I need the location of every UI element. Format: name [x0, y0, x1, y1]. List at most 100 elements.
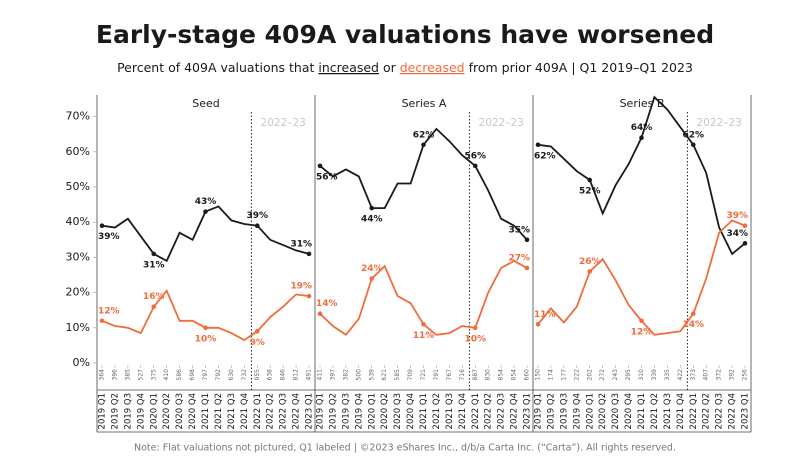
- chart-title: Early-stage 409A valuations have worsene…: [96, 20, 714, 49]
- sample-size: 243: [612, 369, 619, 381]
- data-label: 14%: [682, 320, 704, 330]
- sample-size: 256: [742, 369, 749, 381]
- sample-size: 491: [306, 369, 313, 381]
- x-tick-label: 2020 Q4: [624, 393, 634, 429]
- x-tick-label: 2022 Q4: [292, 393, 302, 429]
- x-tick-label: 2020 Q1: [149, 393, 159, 429]
- x-tick-label: 2019 Q3: [341, 393, 351, 429]
- x-tick-label: 2019 Q1: [316, 393, 326, 429]
- x-tick-label: 2020 Q3: [175, 393, 185, 429]
- y-tick-label: 40%: [66, 215, 90, 228]
- point-marker: [742, 223, 748, 229]
- x-tick-label: 2021 Q3: [445, 393, 455, 429]
- data-label: 10%: [195, 334, 217, 344]
- point-marker: [587, 269, 593, 274]
- x-tick-label: 2019 Q4: [572, 393, 582, 429]
- sample-size: 660: [524, 369, 531, 381]
- subtitle-text: Percent of 409A valuations that: [117, 60, 318, 75]
- sample-size: 392: [729, 369, 736, 381]
- x-tick-label: 2019 Q3: [123, 393, 133, 429]
- point-marker: [421, 321, 426, 327]
- x-tick-label: 2022 Q2: [702, 393, 712, 429]
- data-label: 27%: [508, 253, 530, 263]
- point-marker: [317, 311, 323, 317]
- period-annotation: 2022–23: [697, 117, 742, 129]
- data-label: 10%: [464, 334, 486, 344]
- x-tick-label: 2019 Q2: [328, 393, 338, 429]
- x-tick-label: 2020 Q1: [585, 393, 595, 429]
- x-tick-label: 2019 Q4: [136, 393, 146, 429]
- sample-size: 335: [664, 369, 671, 381]
- x-tick-label: 2022 Q3: [279, 393, 289, 429]
- x-tick-label: 2019 Q2: [110, 393, 120, 429]
- sample-size: 797: [202, 369, 209, 381]
- sample-size: 846: [280, 369, 287, 381]
- x-tick-label: 2022 Q3: [497, 393, 507, 429]
- panel-title: Seed: [192, 97, 220, 110]
- point-marker: [690, 311, 696, 317]
- sample-size: 500: [355, 369, 362, 381]
- x-tick-label: 2020 Q2: [162, 393, 172, 429]
- point-marker: [639, 135, 644, 141]
- y-tick-label: 30%: [66, 250, 90, 263]
- data-label: 11%: [534, 310, 556, 320]
- data-label: 31%: [290, 239, 312, 249]
- sample-size: 830: [485, 369, 492, 381]
- x-tick-label: 2021 Q2: [432, 393, 442, 429]
- data-label: 12%: [98, 306, 120, 316]
- sample-size: 621: [381, 369, 388, 381]
- sample-size: 382: [342, 369, 349, 381]
- period-annotation: 2022–23: [479, 117, 524, 129]
- sample-size: 310: [638, 369, 645, 381]
- point-marker: [203, 209, 208, 214]
- data-label: 39%: [98, 232, 120, 242]
- x-tick-label: 2022 Q4: [510, 393, 520, 429]
- sample-size: 539: [368, 369, 375, 381]
- point-marker: [99, 318, 105, 324]
- sample-size: 411: [317, 369, 324, 381]
- x-tick-label: 2019 Q3: [559, 393, 569, 429]
- panel-title: Series B: [620, 97, 665, 110]
- data-label: 44%: [361, 215, 383, 225]
- point-marker: [151, 304, 157, 309]
- panel-title: Series A: [402, 97, 447, 110]
- sample-size: 397: [329, 369, 336, 381]
- sample-size: 372: [716, 369, 723, 381]
- sample-size: 732: [241, 369, 248, 381]
- sample-size: 955: [254, 369, 261, 381]
- y-tick-label: 10%: [66, 321, 90, 334]
- data-label: 35%: [508, 225, 530, 235]
- data-label: 56%: [464, 151, 486, 161]
- data-label: 64%: [631, 123, 653, 133]
- x-tick-label: 2020 Q3: [611, 393, 621, 429]
- sample-size: 767: [446, 369, 453, 381]
- data-label: 34%: [726, 229, 748, 239]
- sample-size: 174: [547, 369, 554, 381]
- point-marker: [472, 325, 478, 331]
- x-tick-label: 2021 Q4: [240, 393, 250, 429]
- x-tick-label: 2021 Q4: [458, 393, 468, 429]
- point-marker: [524, 265, 530, 271]
- point-marker: [369, 276, 375, 281]
- sample-size: 150: [535, 369, 542, 381]
- point-marker: [151, 251, 157, 257]
- y-tick-label: 50%: [66, 180, 90, 193]
- series-line: [101, 289, 310, 342]
- x-tick-label: 2020 Q2: [380, 393, 390, 429]
- data-label: 14%: [316, 299, 338, 309]
- subtitle-text: from prior 409A | Q1 2019–Q1 2023: [465, 60, 693, 75]
- x-tick-label: 2021 Q4: [676, 393, 686, 429]
- data-label: 62%: [682, 130, 704, 140]
- subtitle-increased: increased: [318, 60, 379, 75]
- sample-size: 339: [651, 369, 658, 381]
- point-marker: [587, 177, 593, 183]
- point-marker: [203, 325, 208, 331]
- point-marker: [472, 163, 478, 169]
- sample-size: 709: [407, 369, 414, 381]
- data-label: 52%: [579, 186, 601, 196]
- sample-size: 792: [215, 369, 222, 381]
- x-tick-label: 2022 Q1: [253, 393, 263, 429]
- sample-size: 396: [111, 369, 118, 381]
